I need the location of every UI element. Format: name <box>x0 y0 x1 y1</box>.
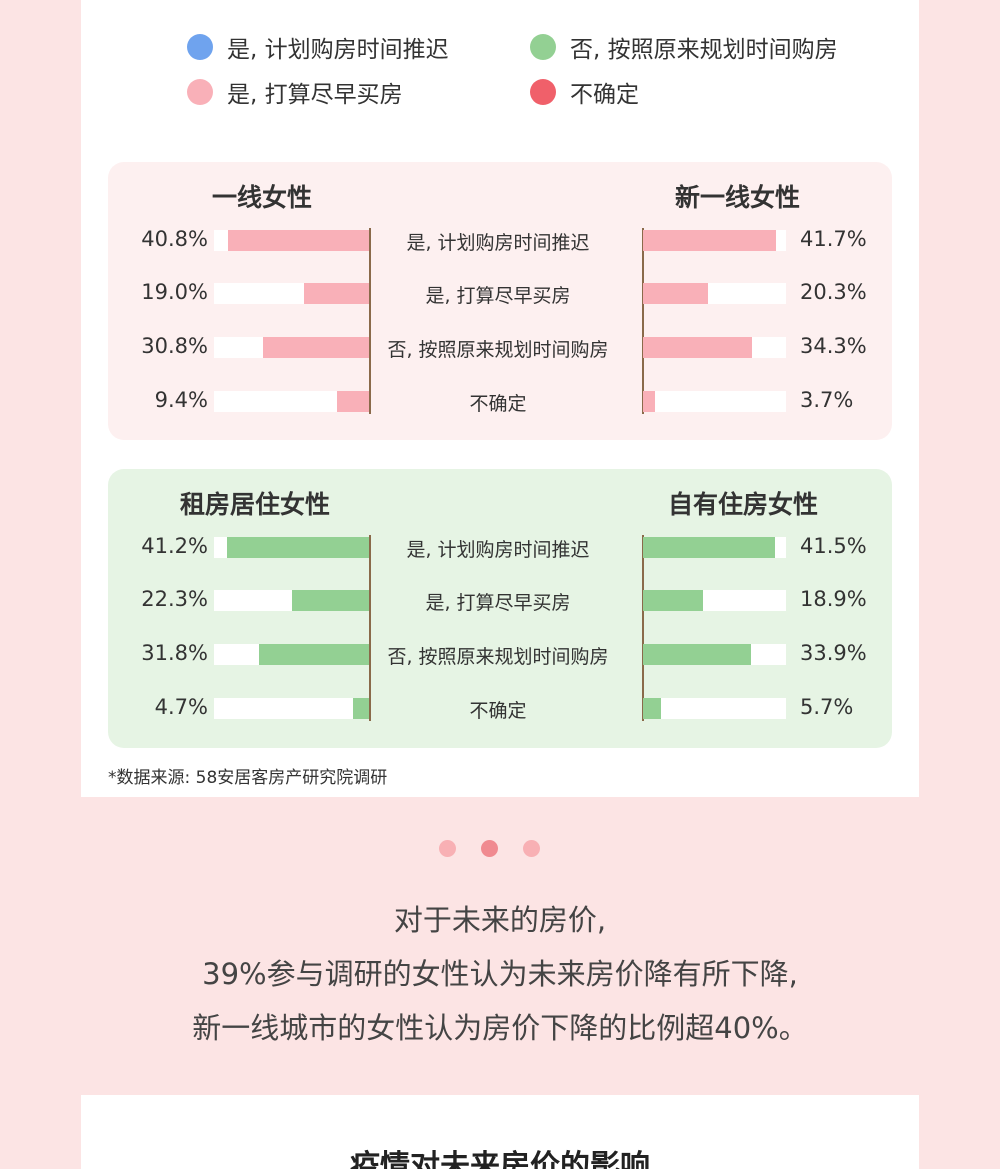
bar-left-buy-early <box>292 590 369 611</box>
category-label-as-planned: 否, 按照原来规划时间购房 <box>387 339 609 361</box>
value-label-right: 3.7% <box>800 388 854 412</box>
value-label-left: 4.7% <box>154 695 208 719</box>
bar-left-as-planned <box>262 337 369 358</box>
value-label-right: 5.7% <box>800 695 854 719</box>
bar-left-delay <box>228 230 369 251</box>
category-label-delay: 是, 计划购房时间推迟 <box>406 539 590 561</box>
bar-right-uncertain <box>643 391 655 412</box>
value-label-right: 41.7% <box>800 227 867 251</box>
bar-left-uncertain <box>336 391 369 412</box>
category-label-uncertain: 不确定 <box>469 393 527 415</box>
bar-right-as-planned <box>643 337 752 358</box>
legend-dot-as-planned <box>530 34 556 60</box>
category-label-as-planned: 否, 按照原来规划时间购房 <box>387 646 609 668</box>
value-label-left: 19.0% <box>141 280 208 304</box>
body-text-line: 对于未来的房价, <box>393 903 607 937</box>
value-label-left: 22.3% <box>141 587 208 611</box>
chart-left-title: 租房居住女性 <box>180 490 331 519</box>
bar-track-right <box>643 337 786 358</box>
bar-track-left <box>214 537 369 558</box>
legend-item-buy-early: 是, 打算尽早买房 <box>187 77 403 108</box>
section-title: 疫情对未来房价的影响 <box>350 1149 650 1169</box>
legend-item-uncertain: 不确定 <box>530 77 639 108</box>
page-dot <box>439 840 456 857</box>
axis-line-left <box>369 535 371 721</box>
bar-track-left <box>214 283 369 304</box>
bar-track-left <box>214 590 369 611</box>
bar-right-delay <box>643 230 776 251</box>
value-label-right: 18.9% <box>800 587 867 611</box>
bar-track-right <box>643 283 786 304</box>
city-tier-chart: 一线女性 新一线女性 40.8% 是, 计划购房时间推迟 41.7% 19.0% 是, … <box>108 162 892 440</box>
value-label-left: 31.8% <box>141 641 208 665</box>
bar-right-buy-early <box>643 590 704 611</box>
next-section-card: 疫情对未来房价的影响 <box>81 1095 919 1169</box>
value-label-left: 41.2% <box>141 534 208 558</box>
bar-track-left <box>214 337 369 358</box>
chart-right-title: 新一线女性 <box>675 183 801 212</box>
category-label-delay: 是, 计划购房时间推迟 <box>406 232 590 254</box>
legend-label-uncertain: 不确定 <box>570 82 639 108</box>
category-label-buy-early: 是, 打算尽早买房 <box>425 592 571 614</box>
axis-line-left <box>369 228 371 414</box>
body-text-line: 新一线城市的女性认为房价下降的比例超40%。 <box>192 1011 808 1045</box>
category-label-buy-early: 是, 打算尽早买房 <box>425 285 571 307</box>
bar-track-left <box>214 644 369 665</box>
bar-track-left <box>214 391 369 412</box>
legend-item-delay: 是, 计划购房时间推迟 <box>187 32 449 63</box>
value-label-right: 34.3% <box>800 334 867 358</box>
bar-track-right <box>643 644 786 665</box>
legend-label-delay: 是, 计划购房时间推迟 <box>227 37 449 63</box>
bar-left-delay <box>227 537 369 558</box>
legend-dot-uncertain <box>530 79 556 105</box>
bar-left-buy-early <box>303 283 369 304</box>
page-dot <box>523 840 540 857</box>
legend-label-buy-early: 是, 打算尽早买房 <box>227 82 403 108</box>
value-label-right: 20.3% <box>800 280 867 304</box>
value-label-left: 30.8% <box>141 334 208 358</box>
legend-label-as-planned: 否, 按照原来规划时间购房 <box>570 37 838 63</box>
bar-right-buy-early <box>643 283 708 304</box>
legend-item-as-planned: 否, 按照原来规划时间购房 <box>530 32 838 63</box>
bar-track-right <box>643 537 786 558</box>
bar-track-right <box>643 698 786 719</box>
bar-right-as-planned <box>643 644 751 665</box>
bar-track-right <box>643 590 786 611</box>
page-dot <box>481 840 498 857</box>
body-text-line: 39%参与调研的女性认为未来房价降有所下降, <box>202 957 798 991</box>
value-label-right: 41.5% <box>800 534 867 558</box>
source-note: *数据来源: 58安居客房产研究院调研 <box>108 768 388 788</box>
bar-right-uncertain <box>643 698 662 719</box>
axis-line-right <box>642 228 644 414</box>
legend-dot-delay <box>187 34 213 60</box>
chart-right-title: 自有住房女性 <box>668 490 819 519</box>
bar-track-right <box>643 230 786 251</box>
value-label-left: 9.4% <box>154 388 208 412</box>
chart-left-title: 一线女性 <box>212 183 313 212</box>
bar-left-uncertain <box>352 698 369 719</box>
bar-right-delay <box>643 537 775 558</box>
axis-line-right <box>642 535 644 721</box>
bar-track-right <box>643 391 786 412</box>
housing-status-chart: 租房居住女性 自有住房女性 41.2% 是, 计划购房时间推迟 41.5% 22.3%… <box>108 469 892 748</box>
bar-left-as-planned <box>259 644 369 665</box>
bar-track-left <box>214 230 369 251</box>
value-label-left: 40.8% <box>141 227 208 251</box>
legend-dot-buy-early <box>187 79 213 105</box>
value-label-right: 33.9% <box>800 641 867 665</box>
bar-track-left <box>214 698 369 719</box>
category-label-uncertain: 不确定 <box>469 700 527 722</box>
